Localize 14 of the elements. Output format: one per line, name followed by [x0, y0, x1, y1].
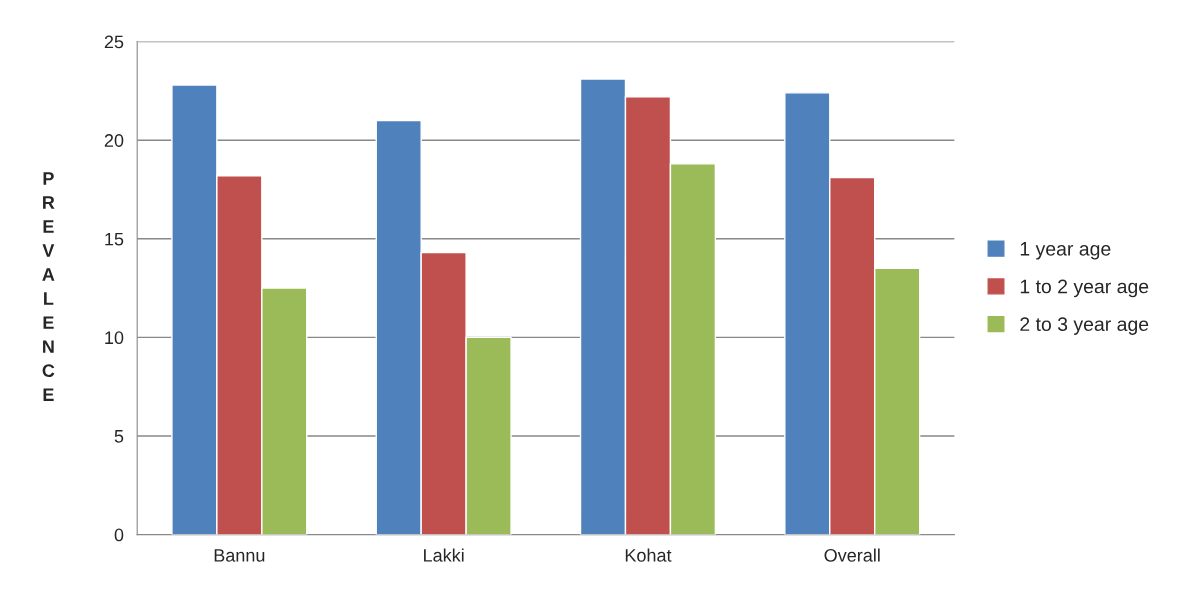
y-tick-label: 5	[114, 430, 124, 443]
y-tick-label: 20	[104, 134, 124, 147]
legend-label: 1 to 2 year age	[1020, 279, 1149, 298]
text: PREVALENCE	[42, 172, 55, 401]
legend-label: 1 year age	[1020, 242, 1111, 260]
y-tick-label: 10	[105, 331, 124, 345]
x-tick-label: Lakki	[424, 548, 464, 562]
x-tick-label: Bannu	[214, 549, 265, 562]
x-tick-label: Kohat	[625, 548, 672, 562]
y-tick-label: 25	[104, 35, 124, 49]
y-tick-label: 15	[105, 232, 124, 246]
legend-label: 2 to 3 year age	[1020, 317, 1149, 335]
y-tick-label: 0	[114, 528, 124, 542]
x-tick-label: Overall	[824, 548, 880, 562]
